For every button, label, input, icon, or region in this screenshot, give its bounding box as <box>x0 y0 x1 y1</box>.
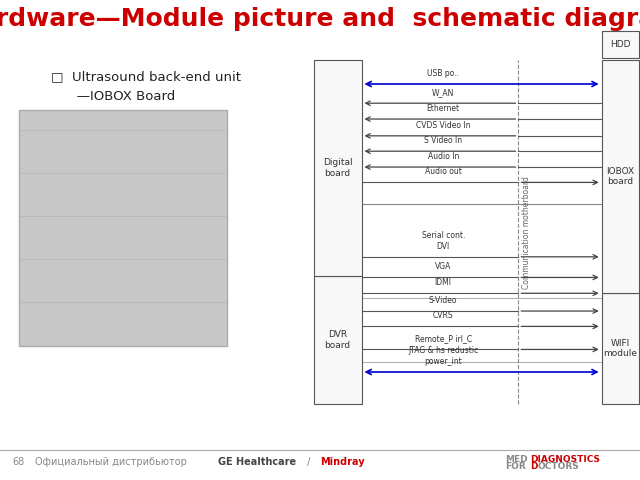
Text: FOR: FOR <box>506 462 526 471</box>
Text: JTAG & hs redustic
power_int: JTAG & hs redustic power_int <box>408 347 478 366</box>
Text: USB po..: USB po.. <box>428 69 459 78</box>
Text: IDMI: IDMI <box>435 278 452 287</box>
Text: □  Ultrasound back-end unit: □ Ultrasound back-end unit <box>51 70 241 84</box>
Text: HDD: HDD <box>610 40 630 49</box>
Text: Ethernet: Ethernet <box>427 104 460 113</box>
Text: IOBOX
board: IOBOX board <box>606 167 634 186</box>
Text: Serial cont.
DVI: Serial cont. DVI <box>422 231 465 251</box>
Text: VGA: VGA <box>435 262 451 271</box>
Bar <box>314 60 362 276</box>
Text: S-Video: S-Video <box>429 296 458 305</box>
Text: W_AN: W_AN <box>432 88 454 97</box>
Text: S Video In: S Video In <box>424 136 462 145</box>
Text: Digital
board: Digital board <box>323 158 353 178</box>
Text: Audio In: Audio In <box>428 152 459 161</box>
Text: —IOBOX Board: —IOBOX Board <box>64 89 175 103</box>
Text: DIAGNOSTICS: DIAGNOSTICS <box>530 456 600 464</box>
Text: Communication motherboard: Communication motherboard <box>522 176 531 288</box>
Text: /: / <box>304 457 314 467</box>
Text: GE Healthcare: GE Healthcare <box>218 457 296 467</box>
Text: CVDS Video In: CVDS Video In <box>416 120 470 130</box>
Text: Mindray: Mindray <box>320 457 365 467</box>
Text: DVR
board: DVR board <box>324 330 351 350</box>
Text: Audio out: Audio out <box>425 167 461 176</box>
Text: MED: MED <box>506 456 528 464</box>
Text: CVRS: CVRS <box>433 311 454 320</box>
Bar <box>314 276 362 404</box>
Text: Remote_P irl_C: Remote_P irl_C <box>415 334 472 343</box>
Bar <box>602 293 639 404</box>
Bar <box>19 110 227 346</box>
Text: WIFI
module: WIFI module <box>603 339 637 358</box>
Text: Hardware—Module picture and  schematic diagram: Hardware—Module picture and schematic di… <box>0 7 640 31</box>
Bar <box>602 60 639 293</box>
Text: Официальный дистрибьютор: Официальный дистрибьютор <box>35 457 190 467</box>
Text: D: D <box>530 462 538 471</box>
Text: OCTORS: OCTORS <box>538 462 579 471</box>
Text: 68: 68 <box>13 457 25 467</box>
Bar <box>602 31 639 58</box>
